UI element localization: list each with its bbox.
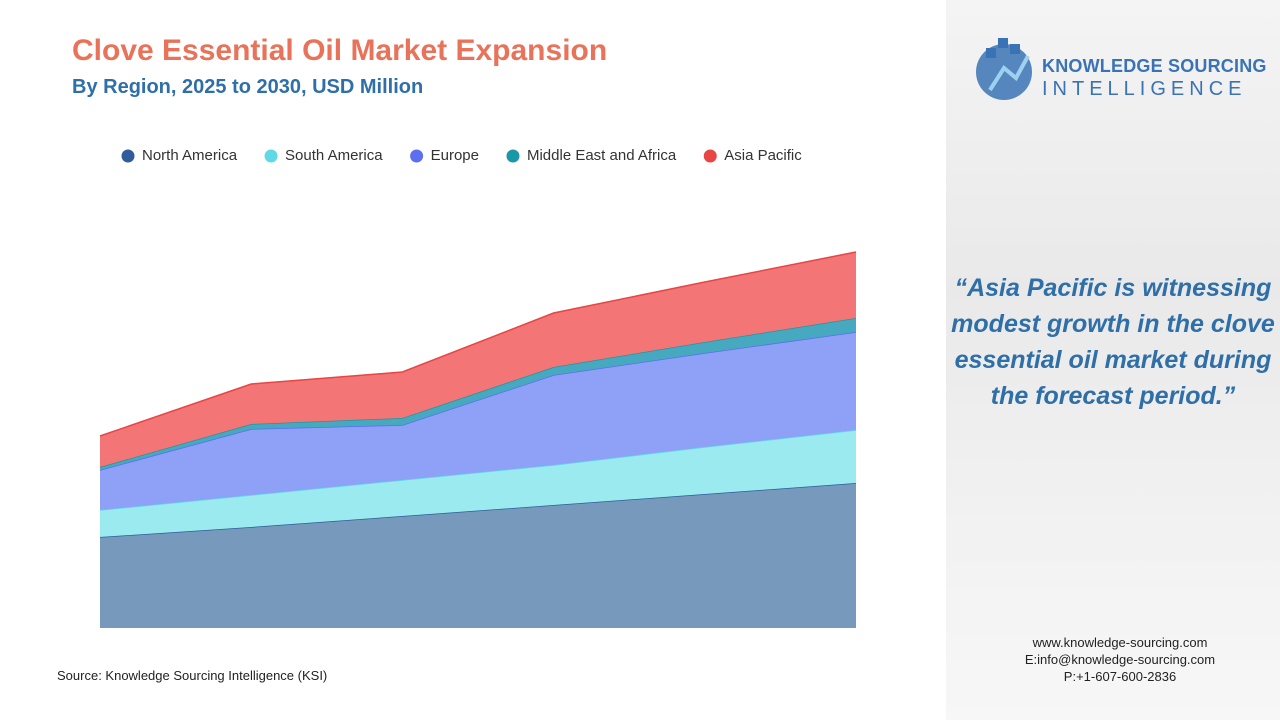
quote: “Asia Pacific is witnessing modest growt… bbox=[951, 274, 1275, 410]
area-edge bbox=[99, 331, 857, 471]
contact-web: www.knowledge-sourcing.com bbox=[1032, 635, 1208, 650]
legend-swatch bbox=[506, 149, 520, 163]
chart-subtitle: By Region, 2025 to 2030, USD Million bbox=[72, 76, 424, 98]
contact-phone: P:+1-607-600-2836 bbox=[1063, 669, 1177, 684]
legend-swatch bbox=[264, 149, 278, 163]
side-panel: KNOWLEDGE SOURCING INTELLIGENCE “Asia Pa… bbox=[946, 0, 1280, 720]
legend-label: Asia Pacific bbox=[724, 147, 802, 164]
legend-swatch bbox=[410, 149, 424, 163]
legend-label: North America bbox=[142, 147, 238, 164]
area bbox=[100, 332, 856, 510]
brand-line1: KNOWLEDGE SOURCING bbox=[1042, 56, 1267, 76]
chart: North America South America Europe Middle E… bbox=[99, 147, 857, 628]
legend-swatch bbox=[121, 149, 135, 163]
area bbox=[100, 430, 856, 537]
chart-title: Clove Essential Oil Market Expansion bbox=[72, 34, 608, 67]
area bbox=[100, 318, 856, 470]
contact-email: E:info@knowledge-sourcing.com bbox=[1024, 652, 1216, 667]
legend-swatch bbox=[703, 149, 717, 163]
legend-label: Europe bbox=[431, 147, 479, 164]
area bbox=[100, 483, 856, 628]
legend-label: South America bbox=[285, 147, 383, 164]
logo-icon bbox=[976, 38, 1032, 100]
brand-line2: INTELLIGENCE bbox=[1042, 78, 1247, 100]
source: Source: Knowledge Sourcing Intelligence … bbox=[57, 668, 328, 683]
area bbox=[100, 252, 856, 467]
contact: www.knowledge-sourcing.com E:info@knowle… bbox=[946, 634, 1280, 685]
legend-label: Middle East and Africa bbox=[527, 147, 677, 164]
area-edge bbox=[99, 251, 857, 437]
